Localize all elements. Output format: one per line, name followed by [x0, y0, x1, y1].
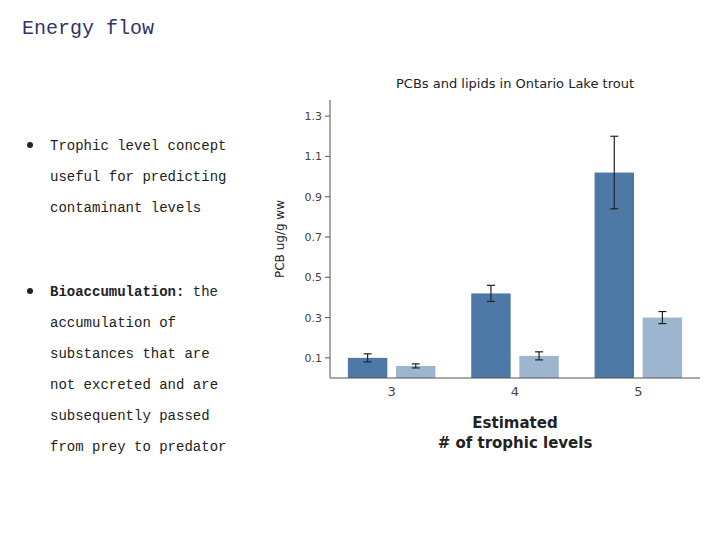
y-tick — [325, 317, 330, 318]
bullet-text-part: the — [193, 284, 218, 300]
error-bar-cap — [364, 361, 372, 362]
chart-title: PCBs and lipids in Ontario Lake trout — [396, 76, 634, 91]
error-bar-cap — [487, 301, 495, 302]
y-tick — [325, 116, 330, 117]
bar — [396, 366, 435, 378]
error-bar — [412, 364, 420, 368]
bullet-text: useful for predicting — [50, 169, 226, 185]
x-tick-label: 5 — [634, 384, 642, 399]
x-axis-line — [330, 378, 700, 379]
error-bar-cap — [412, 367, 420, 368]
bullet-marker — [27, 288, 33, 294]
bullet-marker — [27, 142, 33, 148]
chart: PCBs and lipids in Ontario Lake trout 0.1… — [273, 76, 700, 452]
error-bar-cap — [487, 285, 495, 286]
bar — [643, 318, 682, 378]
error-bar-line — [415, 364, 416, 368]
x-axis-label: # of trophic levels — [438, 434, 593, 452]
y-tick-label: 1.1 — [305, 150, 323, 163]
y-tick-label: 1.3 — [305, 110, 323, 123]
bullet-text: not excreted and are — [50, 377, 218, 393]
page: Energy flow Trophic level concept useful f… — [0, 0, 720, 540]
x-axis-label: Estimated — [472, 414, 557, 432]
y-tick — [325, 357, 330, 358]
error-bar-line — [538, 352, 539, 360]
bullet-text: subsequently passed — [50, 408, 210, 424]
error-bar-cap — [610, 208, 618, 209]
error-bar-cap — [535, 351, 543, 352]
bar — [471, 293, 510, 378]
error-bar-line — [490, 285, 491, 301]
y-tick-label: 0.9 — [305, 191, 323, 204]
plot-marks — [348, 136, 682, 378]
error-bar — [364, 354, 372, 362]
error-bar-cap — [535, 359, 543, 360]
bullet-text: contaminant levels — [50, 200, 201, 216]
y-tick-label: 0.3 — [305, 312, 323, 325]
error-bar — [535, 352, 543, 360]
bullet-bold: Bioaccumulation: — [50, 284, 184, 300]
y-axis-label: PCB ug/g ww — [273, 200, 287, 278]
y-tick — [325, 156, 330, 157]
error-bar — [610, 136, 618, 209]
y-tick-label: 0.7 — [305, 231, 323, 244]
y-tick-label: 0.5 — [305, 271, 323, 284]
error-bar-line — [367, 354, 368, 362]
error-bar-cap — [658, 323, 666, 324]
bullet-text: substances that are — [50, 346, 210, 362]
slide-title: Energy flow — [22, 17, 154, 40]
error-bar-cap — [658, 311, 666, 312]
y-tick — [325, 277, 330, 278]
error-bar — [658, 312, 666, 324]
bullet-text: Bioaccumulation: the — [50, 284, 218, 300]
y-axis-line — [330, 100, 331, 378]
error-bar-cap — [364, 353, 372, 354]
y-tick-label: 0.1 — [305, 352, 323, 365]
error-bar — [487, 285, 495, 301]
error-bar-line — [662, 312, 663, 324]
bullet-text: accumulation of — [50, 315, 176, 331]
error-bar-cap — [412, 363, 420, 364]
x-tick-label: 4 — [511, 384, 519, 399]
y-tick — [325, 196, 330, 197]
error-bar-cap — [610, 136, 618, 137]
bullet-text: Trophic level concept — [50, 138, 226, 154]
x-tick-label: 3 — [388, 384, 396, 399]
error-bar-line — [614, 136, 615, 209]
y-tick — [325, 236, 330, 237]
bullet-text: from prey to predator — [50, 439, 226, 455]
